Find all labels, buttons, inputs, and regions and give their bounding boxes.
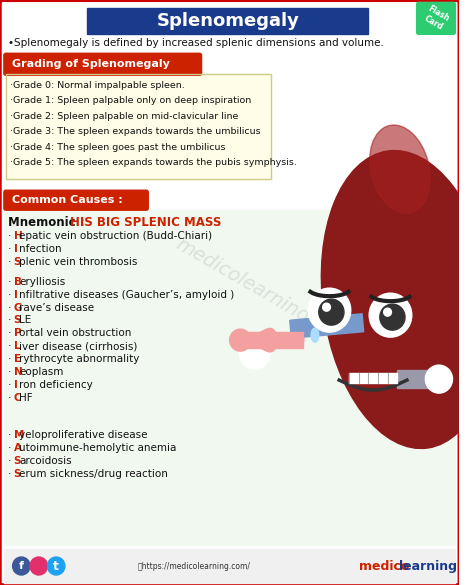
Text: C: C	[14, 393, 21, 403]
Text: ·Grade 4: The spleen goes past the umbilicus: ·Grade 4: The spleen goes past the umbil…	[9, 143, 225, 152]
Text: f: f	[19, 561, 24, 571]
FancyBboxPatch shape	[417, 2, 456, 35]
Circle shape	[383, 308, 392, 316]
Ellipse shape	[370, 125, 430, 214]
Text: ·Grade 2: Spleen palpable on mid-clavicular line: ·Grade 2: Spleen palpable on mid-clavicu…	[9, 112, 238, 121]
Text: Flash
Card: Flash Card	[421, 4, 451, 33]
Text: ·: ·	[8, 257, 11, 267]
Circle shape	[239, 337, 270, 369]
Text: ·: ·	[8, 443, 11, 453]
Circle shape	[380, 304, 405, 330]
Text: HIS BIG SPLENIC MASS: HIS BIG SPLENIC MASS	[70, 216, 221, 229]
Text: ·: ·	[8, 430, 11, 440]
Circle shape	[308, 288, 351, 332]
Text: L: L	[14, 341, 20, 351]
Text: medicolearning: medicolearning	[172, 234, 312, 326]
Text: ·: ·	[8, 380, 11, 390]
Bar	[6, 74, 271, 179]
Text: •Splenomegaly is defined by increased splenic dimensions and volume.: •Splenomegaly is defined by increased sp…	[8, 38, 383, 49]
Text: S: S	[14, 315, 21, 325]
Text: B: B	[14, 277, 21, 287]
Bar	[4, 549, 456, 583]
Circle shape	[47, 557, 65, 575]
Text: eoplasm: eoplasm	[19, 367, 64, 377]
Text: ·: ·	[8, 354, 11, 364]
Text: rythrocyte abnormality: rythrocyte abnormality	[19, 354, 140, 364]
Text: yeloproliferative disease: yeloproliferative disease	[19, 430, 148, 440]
Text: N: N	[14, 367, 22, 377]
Text: ·: ·	[8, 244, 11, 254]
Text: ·: ·	[8, 277, 11, 287]
Text: ·: ·	[8, 303, 11, 313]
Text: Grading of Splenomegaly: Grading of Splenomegaly	[12, 59, 170, 69]
Bar	[87, 8, 368, 35]
Ellipse shape	[229, 329, 251, 351]
Bar	[349, 373, 397, 383]
Text: LE: LE	[19, 315, 32, 325]
Text: S: S	[14, 456, 21, 466]
Text: ·: ·	[8, 290, 11, 300]
Text: E: E	[14, 354, 21, 364]
Text: ⓘhttps://medicolearning.com/: ⓘhttps://medicolearning.com/	[137, 562, 250, 570]
Text: nfection: nfection	[19, 244, 62, 254]
Text: ron deficiency: ron deficiency	[19, 380, 93, 390]
Text: arcoidosis: arcoidosis	[19, 456, 72, 466]
Ellipse shape	[311, 328, 319, 342]
Bar	[4, 210, 456, 545]
FancyBboxPatch shape	[0, 1, 459, 585]
Text: ·: ·	[8, 456, 11, 466]
Text: A: A	[14, 443, 21, 453]
Text: H: H	[14, 231, 22, 241]
Text: P: P	[14, 328, 21, 338]
Text: ·Grade 3: The spleen expands towards the umbilicus: ·Grade 3: The spleen expands towards the…	[9, 128, 260, 136]
Text: ·Grade 5: The spleen expands towards the pubis symphysis.: ·Grade 5: The spleen expands towards the…	[9, 158, 297, 167]
Bar	[6, 74, 271, 179]
Text: G: G	[14, 303, 22, 313]
Text: epatic vein obstruction (Budd-Chiari): epatic vein obstruction (Budd-Chiari)	[19, 231, 212, 241]
Circle shape	[323, 303, 330, 311]
Text: utoimmune-hemolytic anemia: utoimmune-hemolytic anemia	[19, 443, 177, 453]
Bar	[290, 314, 364, 338]
Text: erylliosis: erylliosis	[19, 277, 65, 287]
Text: ·Grade 1: Spleen palpable only on deep inspiration: ·Grade 1: Spleen palpable only on deep i…	[9, 97, 251, 105]
Text: t: t	[53, 559, 59, 573]
FancyBboxPatch shape	[4, 53, 201, 75]
Text: Mnemonic :: Mnemonic :	[8, 216, 89, 229]
Text: ·: ·	[8, 469, 11, 479]
Text: Splenomegaly: Splenomegaly	[156, 12, 299, 30]
Text: medico: medico	[358, 559, 409, 573]
Text: ·: ·	[8, 393, 11, 403]
Text: ·: ·	[8, 231, 11, 241]
Text: ·: ·	[8, 315, 11, 325]
Text: learning: learning	[399, 559, 457, 573]
Text: ·: ·	[8, 328, 11, 338]
Text: Common Causes :: Common Causes :	[12, 195, 122, 205]
Text: erum sickness/drug reaction: erum sickness/drug reaction	[19, 469, 168, 479]
Circle shape	[369, 293, 412, 337]
Text: ortal vein obstruction: ortal vein obstruction	[19, 328, 132, 338]
Text: I: I	[14, 290, 18, 300]
Text: ·: ·	[8, 367, 11, 377]
Circle shape	[13, 557, 30, 575]
Text: ·: ·	[8, 341, 11, 351]
Text: plenic vein thrombosis: plenic vein thrombosis	[19, 257, 138, 267]
Circle shape	[30, 557, 47, 575]
Text: rave’s disease: rave’s disease	[19, 303, 94, 313]
Text: I: I	[14, 244, 18, 254]
Bar	[240, 332, 303, 348]
Text: M: M	[14, 430, 24, 440]
Bar	[397, 370, 441, 388]
FancyBboxPatch shape	[4, 190, 148, 210]
Text: ·Grade 0: Normal impalpable spleen.: ·Grade 0: Normal impalpable spleen.	[9, 81, 184, 90]
Circle shape	[319, 299, 344, 325]
Text: I: I	[14, 380, 18, 390]
Ellipse shape	[321, 150, 474, 449]
Text: HF: HF	[19, 393, 33, 403]
Circle shape	[425, 365, 453, 393]
Text: nfiltrative diseases (Gaucher’s, amyloid ): nfiltrative diseases (Gaucher’s, amyloid…	[19, 290, 235, 300]
Text: S: S	[14, 469, 21, 479]
Text: iver disease (cirrhosis): iver disease (cirrhosis)	[19, 341, 138, 351]
Text: S: S	[14, 257, 21, 267]
